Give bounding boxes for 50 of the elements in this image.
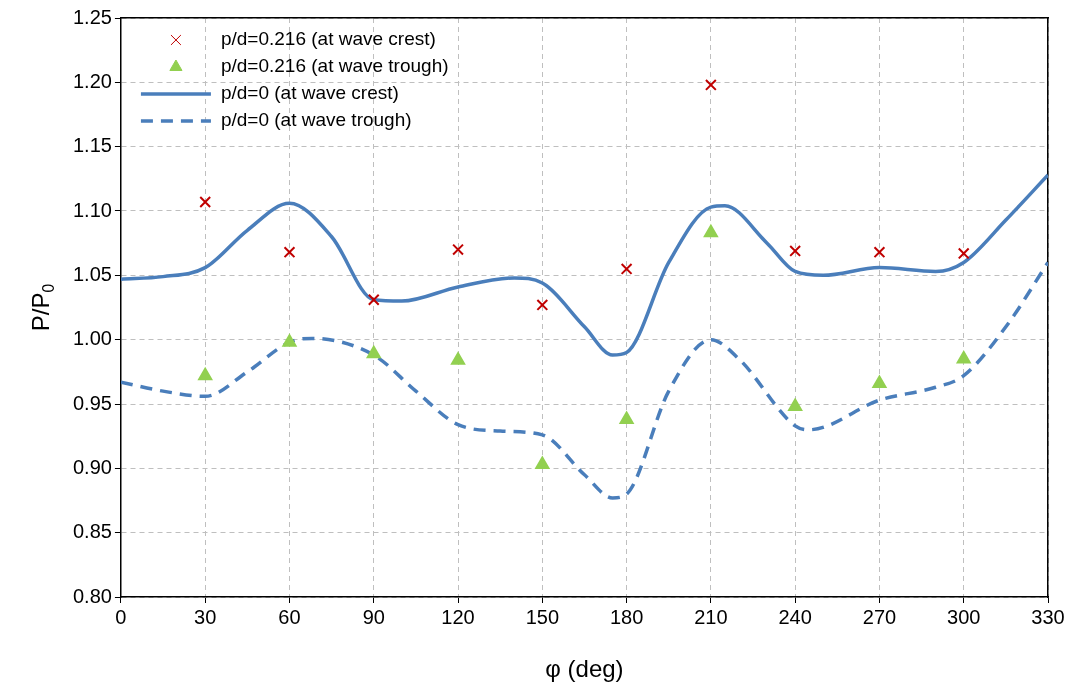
point: [199, 196, 212, 208]
point: [956, 350, 971, 364]
point: [872, 375, 887, 388]
y-tick-label: 1.25: [72, 5, 112, 28]
point: [283, 246, 296, 259]
point: [452, 243, 464, 256]
line-series: [120, 173, 1048, 357]
y-tick-label: 0.95: [72, 391, 112, 414]
x-tick-label: 180: [609, 605, 644, 628]
y-tick-label: 1.05: [72, 262, 112, 285]
point: [704, 78, 717, 91]
y-tick-label: 0.80: [72, 584, 112, 607]
point: [788, 398, 803, 412]
x-tick-label: 270: [862, 605, 897, 628]
y-tick-label: 1.00: [72, 327, 112, 350]
point: [367, 293, 380, 306]
legend-label: p/d=0.216 (at wave trough): [220, 55, 449, 77]
x-tick-label: 240: [778, 605, 812, 628]
point: [450, 352, 466, 365]
y-tick-label: 1.20: [72, 69, 112, 92]
x-tick-label: 0: [115, 605, 127, 628]
point: [282, 334, 297, 347]
x-tick-label: 30: [194, 605, 217, 628]
point: [535, 456, 550, 469]
point: [620, 262, 633, 275]
point: [703, 224, 718, 238]
point: [873, 246, 886, 259]
y-tick-label: 0.85: [72, 520, 112, 543]
x-tick-label: 150: [525, 605, 560, 628]
point: [366, 345, 381, 359]
legend-label: p/d=0 (at wave trough): [220, 109, 412, 131]
y-tick-label: 1.15: [72, 134, 112, 157]
legend-label: p/d=0 (at wave crest): [220, 82, 399, 104]
x-tick-label: 330: [1031, 605, 1065, 628]
legend-label: p/d=0.216 (at wave crest): [220, 28, 436, 50]
x-axis-title: φ (deg): [545, 654, 624, 682]
x-tick-label: 120: [441, 605, 475, 628]
line-series: [120, 260, 1048, 500]
y-axis-title: P/P0: [26, 283, 57, 332]
x-tick-label: 300: [947, 605, 981, 628]
point: [619, 411, 634, 424]
x-tick-label: 90: [362, 605, 385, 628]
y-tick-label: 0.90: [72, 455, 112, 478]
y-tick-label: 1.10: [72, 198, 112, 221]
x-tick-label: 210: [694, 605, 728, 628]
point: [198, 367, 213, 381]
point: [536, 298, 549, 311]
point: [789, 244, 802, 257]
x-tick-label: 60: [278, 605, 301, 628]
point: [957, 247, 970, 260]
